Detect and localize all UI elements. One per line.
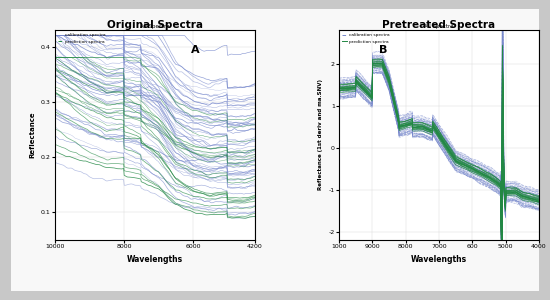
Legend: calibration spectra, prediction spectra: calibration spectra, prediction spectra xyxy=(341,32,390,44)
X-axis label: Wavelengths: Wavelengths xyxy=(127,255,183,264)
Text: B: B xyxy=(379,45,387,55)
X-axis label: Wavelengths: Wavelengths xyxy=(411,255,467,264)
Y-axis label: Reflectance: Reflectance xyxy=(29,112,35,158)
Title: Original Spectra: Original Spectra xyxy=(107,20,203,30)
Text: All Spectra: All Spectra xyxy=(140,24,170,29)
Legend: calibration spectra, prediction spectra: calibration spectra, prediction spectra xyxy=(57,32,106,44)
Y-axis label: Reflectance (1st deriv and ma.SNV): Reflectance (1st deriv and ma.SNV) xyxy=(318,80,323,190)
Text: All Spectra: All Spectra xyxy=(424,24,454,29)
Text: A: A xyxy=(191,45,200,55)
Title: Pretreated Spectra: Pretreated Spectra xyxy=(382,20,496,30)
